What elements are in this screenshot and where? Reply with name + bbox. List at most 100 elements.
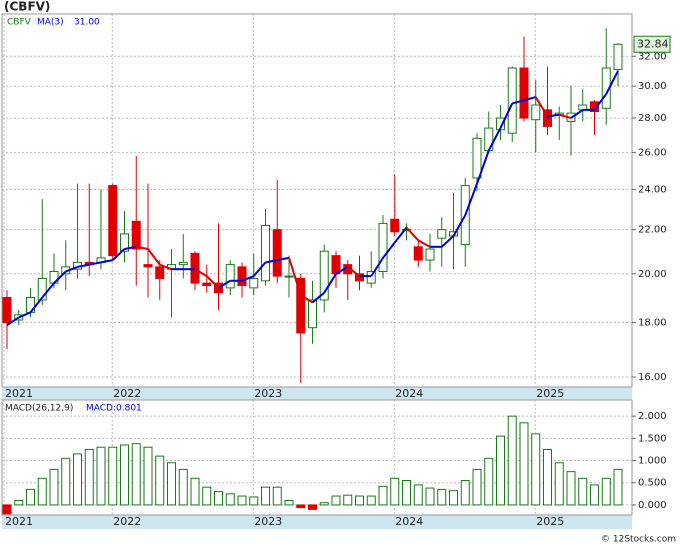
candle-body (120, 233, 129, 252)
macd-bar (425, 487, 435, 506)
macd-value: MACD:0.801 (86, 404, 142, 414)
ma-line (136, 245, 149, 250)
ma-line (18, 311, 31, 319)
y-tick-label: 26.00 (638, 147, 667, 158)
macd-bar (2, 504, 12, 515)
ma-line (112, 248, 126, 261)
ma-line (476, 150, 490, 184)
x-tick-label: 2024 (395, 387, 423, 400)
macd-bar (590, 484, 599, 506)
macd-bar (496, 435, 505, 506)
legend-ticker: CBFV (7, 18, 32, 28)
macd-bar (73, 453, 82, 506)
ma-line (405, 226, 419, 241)
ma-line (206, 275, 220, 289)
ma-line (323, 273, 337, 294)
x-tick-label: 2025 (536, 387, 564, 400)
macd-bar (472, 468, 482, 506)
candle-body (378, 222, 388, 272)
ma-line (100, 259, 113, 264)
candle-body (472, 137, 482, 179)
ma-line (487, 127, 502, 152)
macd-bar (390, 477, 400, 506)
candle-body (225, 264, 235, 289)
candle-body (131, 220, 141, 250)
ma-line (288, 257, 302, 296)
ma-line (124, 245, 137, 250)
ma-line (347, 266, 361, 277)
candle-body (519, 67, 529, 119)
ma-line (558, 113, 572, 120)
macd-bar (319, 502, 329, 506)
macd-bar (14, 499, 24, 506)
x-axis-band (2, 387, 632, 400)
y-tick-label: 1.500 (638, 433, 667, 444)
ma-line (6, 316, 20, 326)
ma-line (523, 96, 537, 102)
candle-body (531, 104, 541, 121)
ma-line (65, 265, 78, 273)
macd-bar (331, 495, 341, 506)
ma-line (53, 270, 67, 284)
candle-body (366, 270, 376, 284)
chart-title: (CBFV) (4, 0, 50, 14)
candle-body (425, 248, 435, 261)
macd-bar (272, 486, 282, 506)
ma-line (452, 214, 467, 237)
ma-line (300, 294, 314, 304)
macd-bar (143, 446, 153, 506)
y-tick-label: 28.00 (638, 113, 667, 124)
macd-bar (108, 446, 118, 506)
macd-bar (566, 471, 576, 506)
macd-bar (413, 484, 423, 506)
macd-bar (167, 462, 176, 506)
ma-line (89, 261, 102, 266)
macd-bar (531, 433, 541, 506)
last-price-box (633, 35, 671, 53)
macd-bar (214, 491, 223, 506)
legend-ma-value: 31.00 (74, 18, 100, 28)
ma-line (77, 263, 90, 268)
x-tick-label: 2025 (536, 515, 564, 528)
macd-panel (1, 399, 633, 516)
macd-bar (261, 486, 270, 506)
candle-body (178, 261, 188, 266)
ma-line (393, 226, 408, 244)
macd-bar (355, 495, 364, 506)
macd-bar (460, 480, 470, 506)
y-tick-label: 20.00 (638, 269, 667, 280)
macd-bar (225, 493, 235, 506)
ma-line (499, 102, 514, 129)
y-tick-label: 22.00 (638, 225, 667, 236)
candle-body (390, 218, 400, 233)
ma-line (265, 259, 278, 264)
copyright: © 12Stocks.com (601, 535, 676, 545)
candle-body (155, 266, 165, 279)
macd-bar (96, 446, 106, 506)
ma-line (241, 275, 255, 282)
candle-body (249, 277, 259, 289)
macd-bar (543, 448, 552, 506)
candle-body (214, 282, 223, 294)
ma-line (29, 296, 44, 313)
macd-bar (366, 495, 376, 506)
macd-bar (613, 468, 623, 506)
candle-body (507, 67, 517, 134)
ma-line (370, 257, 384, 277)
candle-body (296, 277, 306, 334)
ma-line (41, 282, 55, 299)
macd-bar (449, 490, 458, 506)
macd-bar (155, 455, 165, 506)
macd-bar (519, 422, 529, 506)
macd-bar (378, 485, 388, 506)
macd-bar (308, 504, 317, 510)
ma-line (335, 266, 349, 275)
ma-line (382, 241, 396, 259)
ma-line (464, 183, 478, 216)
y-tick-label: 2.000 (638, 411, 667, 422)
y-tick-label: 30.00 (638, 81, 667, 92)
candle-body (402, 229, 411, 232)
y-tick-label: 24.00 (638, 184, 667, 195)
y-tick-label: 1.000 (638, 456, 667, 467)
